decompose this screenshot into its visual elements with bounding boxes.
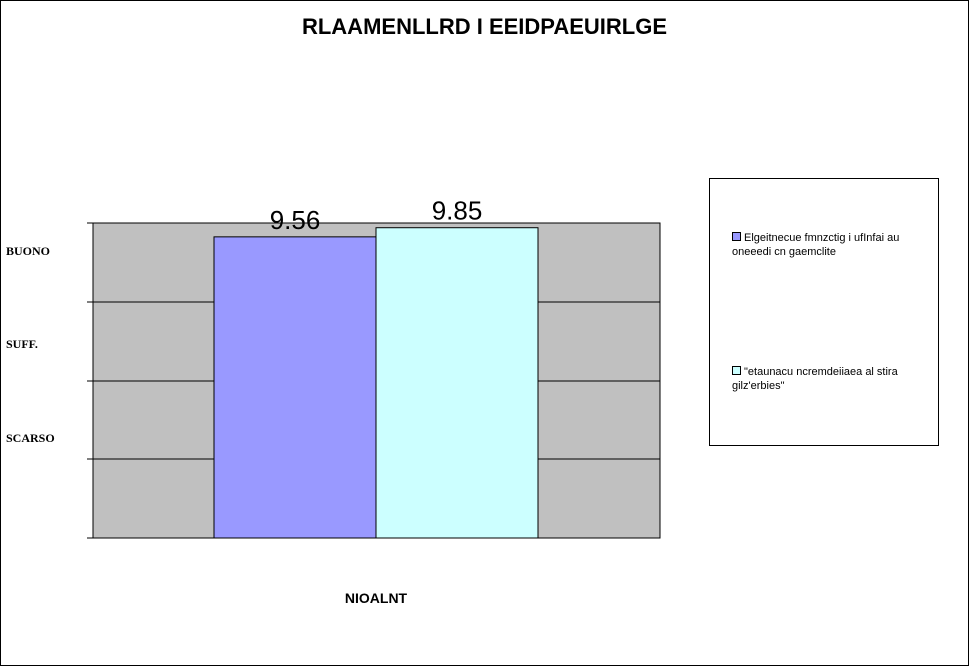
legend-label-series-2: "etaunacu ncremdeiiaea al stira gilz'erb… <box>732 366 898 392</box>
x-axis-label: NIOALNT <box>344 590 408 606</box>
data-label-series-2: 9.85 <box>432 196 483 226</box>
legend-item-series-1: Elgeitnecue fmnzctig i ufInfai au oneeed… <box>732 231 932 259</box>
y-tick-label-scarso: SCARSO <box>6 431 55 445</box>
legend-swatch-series-1 <box>732 232 741 241</box>
bar-series-2 <box>375 227 539 539</box>
y-tick-label-suff: SUFF. <box>6 337 38 351</box>
y-tick-label-buono: BUONO <box>6 244 51 258</box>
chart-title: RLAAMENLLRD I EEIDPAEUIRLGE <box>301 14 668 39</box>
data-label-series-1: 9.56 <box>270 205 321 235</box>
bar-series-1 <box>213 236 377 539</box>
legend: Elgeitnecue fmnzctig i ufInfai au oneeed… <box>709 178 939 446</box>
legend-label-series-1: Elgeitnecue fmnzctig i ufInfai au oneeed… <box>732 232 900 258</box>
legend-item-series-2: "etaunacu ncremdeiiaea al stira gilz'erb… <box>732 365 932 393</box>
legend-swatch-series-2 <box>732 366 741 375</box>
